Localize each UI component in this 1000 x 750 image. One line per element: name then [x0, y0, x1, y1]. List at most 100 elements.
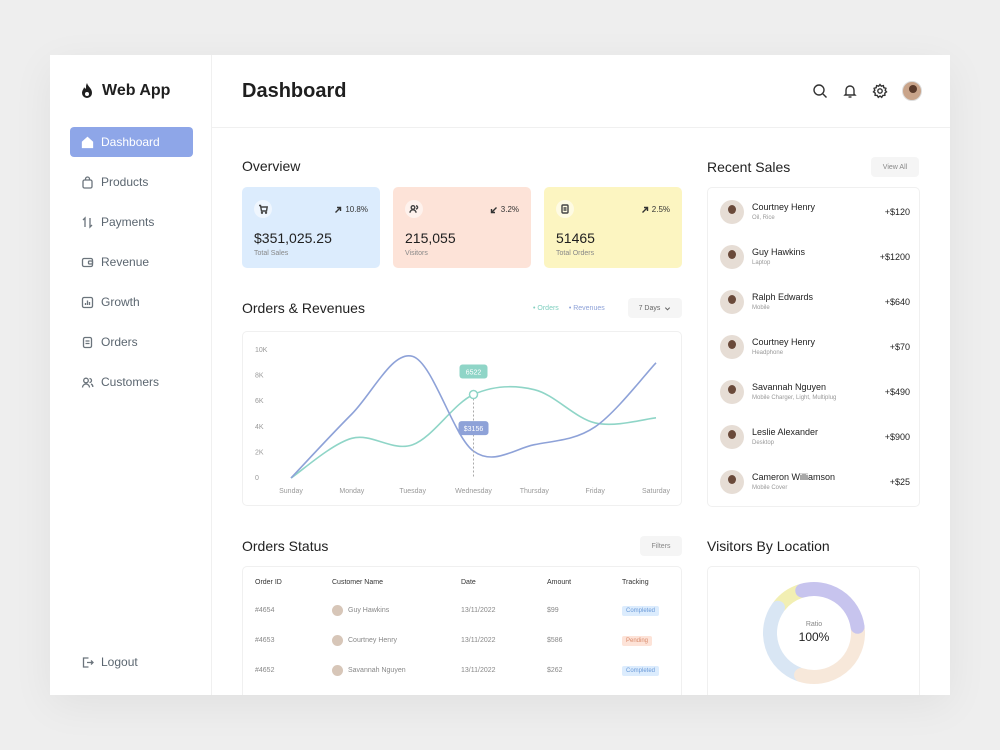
sidebar-item-payments[interactable]: Payments: [70, 207, 193, 237]
sidebar-item-label: Revenue: [101, 255, 150, 269]
legend-revenues[interactable]: • Revenues: [568, 305, 605, 312]
y-tick-label: 4K: [255, 424, 264, 431]
order-date: 13/11/2022: [461, 637, 496, 644]
avatar: [332, 665, 343, 676]
col-order-id[interactable]: Order ID: [255, 579, 282, 586]
gear-icon[interactable]: [872, 83, 888, 99]
y-tick-label: 0: [255, 475, 259, 482]
cart-icon: [254, 200, 272, 218]
donut-segment[interactable]: [763, 600, 806, 682]
list-item[interactable]: Savannah Nguyen Mobile Charger, Light, Mu…: [720, 378, 910, 408]
x-tick-label: Monday: [339, 488, 364, 495]
avatar: [720, 380, 744, 404]
wallet-icon: [81, 257, 94, 267]
sale-description: Mobile: [752, 305, 770, 311]
customer-name: Cameron Williamson: [752, 472, 836, 482]
legend-orders[interactable]: • Orders: [533, 305, 559, 312]
avatar: [720, 470, 744, 494]
customer-cell: Courtney Henry: [332, 635, 397, 646]
col-customer-name[interactable]: Customer Name: [332, 579, 383, 586]
sidebar-item-revenue[interactable]: Revenue: [70, 247, 193, 277]
list-item[interactable]: Leslie Alexander Desktop +$900: [720, 423, 910, 453]
arrow-down-left-icon: [490, 206, 497, 213]
donut-segment[interactable]: [794, 622, 865, 684]
avatar: [720, 200, 744, 224]
app-logo[interactable]: Web App: [80, 82, 170, 100]
avatar: [332, 635, 343, 646]
orders-table: Order ID Customer Name Date Amount Track…: [242, 566, 682, 695]
order-amount: $586: [547, 637, 563, 644]
list-item[interactable]: Courtney Henry Headphone +$70: [720, 333, 910, 363]
hover-point-orders: [468, 389, 479, 400]
sale-amount: +$25: [889, 477, 910, 487]
search-icon[interactable]: [812, 83, 828, 99]
bell-icon[interactable]: [842, 83, 858, 99]
sale-description: Oil, Rice: [752, 215, 775, 221]
sidebar-item-growth[interactable]: Growth: [70, 287, 193, 317]
order-id: #4654: [255, 607, 275, 614]
sidebar-item-dashboard[interactable]: Dashboard: [70, 127, 193, 157]
line-chart: 10K 8K 6K 4K 2K 0 Sunday Monday Tuesday Wednesday…: [255, 347, 671, 495]
order-amount: $99: [547, 607, 559, 614]
sidebar-item-customers[interactable]: Customers: [70, 367, 193, 397]
app-window: Web App Dashboard Products Payments Reve…: [50, 55, 950, 695]
sale-amount: +$490: [884, 387, 910, 397]
x-tick-label: Tuesday: [399, 488, 426, 495]
change-indicator: 3.2%: [490, 205, 519, 214]
sale-description: Desktop: [752, 440, 775, 446]
chart-legend: • Orders • Revenues: [533, 305, 605, 312]
change-value: 2.5%: [651, 205, 670, 214]
period-dropdown[interactable]: 7 Days: [628, 298, 682, 318]
filters-button[interactable]: Filters: [640, 536, 682, 556]
view-all-button[interactable]: View All: [871, 157, 919, 177]
card-label: Visitors: [405, 250, 428, 257]
order-date: 13/11/2022: [461, 607, 496, 614]
receipt-icon: [556, 200, 574, 218]
card-value: 51465: [556, 230, 595, 246]
sidebar: Web App Dashboard Products Payments Reve…: [50, 55, 212, 695]
list-item[interactable]: Courtney Henry Oil, Rice +$120: [720, 198, 910, 228]
y-tick-label: 6K: [255, 398, 264, 405]
avatar: [332, 605, 343, 616]
logout-button[interactable]: Logout: [81, 655, 138, 669]
sidebar-item-orders[interactable]: Orders: [70, 327, 193, 357]
customer-name: Ralph Edwards: [752, 292, 814, 302]
logout-icon: [82, 656, 94, 668]
sale-amount: +$70: [889, 342, 910, 352]
sidebar-item-products[interactable]: Products: [70, 167, 193, 197]
sale-description: Mobile Charger, Light, Multiplug: [752, 395, 837, 401]
card-label: Total Orders: [556, 250, 595, 257]
col-tracking[interactable]: Tracking: [622, 579, 649, 586]
x-tick-label: Wednesday: [455, 488, 492, 495]
list-item[interactable]: Ralph Edwards Mobile +$640: [720, 288, 910, 318]
orders-status-title: Orders Status: [242, 538, 329, 554]
visitors-card[interactable]: 3.2% 215,055 Visitors: [393, 187, 531, 268]
total-sales-card[interactable]: 10.8% $351,025.25 Total Sales: [242, 187, 380, 268]
sale-amount: +$640: [884, 297, 910, 307]
donut-segment[interactable]: [795, 582, 865, 634]
visitors-title: Visitors By Location: [707, 538, 830, 554]
change-value: 10.8%: [345, 205, 368, 214]
order-amount: $262: [547, 667, 563, 674]
tooltip-orders-bg: [459, 364, 488, 379]
total-orders-card[interactable]: 2.5% 51465 Total Orders: [544, 187, 682, 268]
overview-title: Overview: [242, 158, 301, 174]
users-icon: [81, 377, 94, 388]
list-item[interactable]: Guy Hawkins Laptop +$1200: [720, 243, 910, 273]
status-badge: Pending: [622, 636, 653, 646]
card-value: $351,025.25: [254, 230, 332, 246]
user-avatar[interactable]: [902, 81, 922, 101]
change-indicator: 10.8%: [334, 205, 368, 214]
customer-name: Savannah Nguyen: [348, 667, 406, 674]
col-amount[interactable]: Amount: [547, 579, 572, 586]
bag-icon: [82, 175, 93, 189]
sidebar-item-label: Dashboard: [101, 135, 160, 149]
customer-name: Guy Hawkins: [348, 607, 390, 614]
list-item[interactable]: Cameron Williamson Mobile Cover +$25: [720, 468, 910, 498]
orders-revenues-title: Orders & Revenues: [242, 300, 365, 316]
col-date[interactable]: Date: [461, 579, 476, 586]
recent-sales-title: Recent Sales: [707, 159, 791, 175]
sale-description: Mobile Cover: [752, 485, 788, 491]
logout-label: Logout: [101, 655, 138, 669]
donut-ratio-label: Ratio: [806, 621, 822, 628]
